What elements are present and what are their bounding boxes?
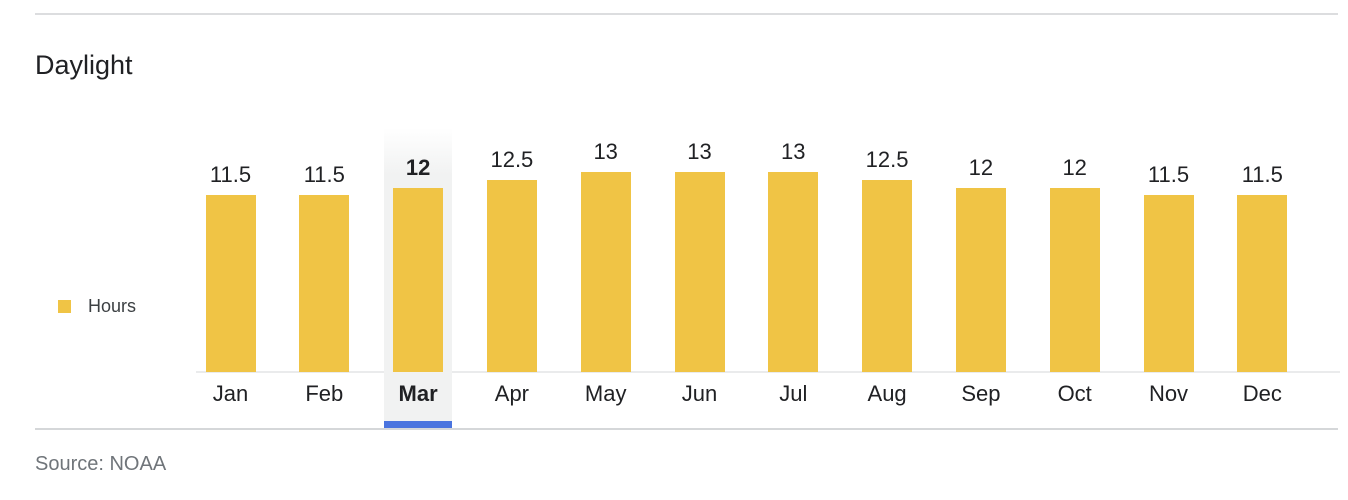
source-text: Source: NOAA xyxy=(35,453,167,475)
daylight-bar-jan xyxy=(205,195,256,372)
daylight-bar-apr xyxy=(486,180,537,372)
daylight-bar-feb xyxy=(299,195,350,372)
hours-legend-swatch-icon xyxy=(58,299,71,313)
bar-value-label-feb: 11.5 xyxy=(303,162,345,188)
x-axis-label-nov: Nov xyxy=(1148,381,1189,406)
x-axis-label-mar: Mar xyxy=(398,381,438,406)
x-axis-label-dec: Dec xyxy=(1242,381,1282,406)
bar-value-label-jul: 13 xyxy=(781,139,806,165)
daylight-bar-may xyxy=(580,172,631,372)
bar-value-label-dec: 11.5 xyxy=(1241,162,1283,188)
bar-value-label-nov: 11.5 xyxy=(1147,162,1190,188)
x-axis-line xyxy=(196,371,1340,373)
legend-label: Hours xyxy=(88,296,137,316)
x-axis-label-sep: Sep xyxy=(961,381,1001,406)
daylight-bar-dec xyxy=(1237,195,1288,372)
x-axis-label-apr: Apr xyxy=(494,381,530,406)
x-axis-label-aug: Aug xyxy=(867,381,907,406)
daylight-bar-mar xyxy=(393,187,444,372)
daylight-bar-jul xyxy=(768,172,819,372)
top-divider xyxy=(35,13,1338,15)
x-axis-label-jul: Jul xyxy=(779,381,808,406)
x-axis-label-jun: Jun xyxy=(681,381,718,406)
bar-value-label-may: 13 xyxy=(593,139,618,165)
x-axis-label-may: May xyxy=(584,381,627,406)
x-axis-label-jan: Jan xyxy=(212,381,249,406)
bar-value-label-aug: 12.5 xyxy=(865,147,909,173)
bar-value-label-jun: 13 xyxy=(687,139,712,165)
chart-title: Daylight xyxy=(35,50,133,80)
x-axis-label-oct: Oct xyxy=(1057,381,1092,406)
bar-value-label-jan: 11.5 xyxy=(209,162,252,188)
legend: Hours xyxy=(58,297,136,315)
bar-value-label-oct: 12 xyxy=(1062,154,1087,180)
bottom-divider xyxy=(35,428,1338,430)
daylight-bar-aug xyxy=(862,180,913,372)
daylight-bar-oct xyxy=(1049,187,1100,372)
bar-value-label-mar: 12 xyxy=(405,154,431,180)
bar-value-label-apr: 12.5 xyxy=(490,147,534,173)
daylight-bar-sep xyxy=(955,187,1006,372)
daylight-bar-jun xyxy=(674,172,725,372)
selected-month-underline xyxy=(384,421,453,428)
x-axis-label-feb: Feb xyxy=(305,381,344,406)
daylight-bar-nov xyxy=(1143,195,1194,372)
bar-value-label-sep: 12 xyxy=(968,154,994,180)
